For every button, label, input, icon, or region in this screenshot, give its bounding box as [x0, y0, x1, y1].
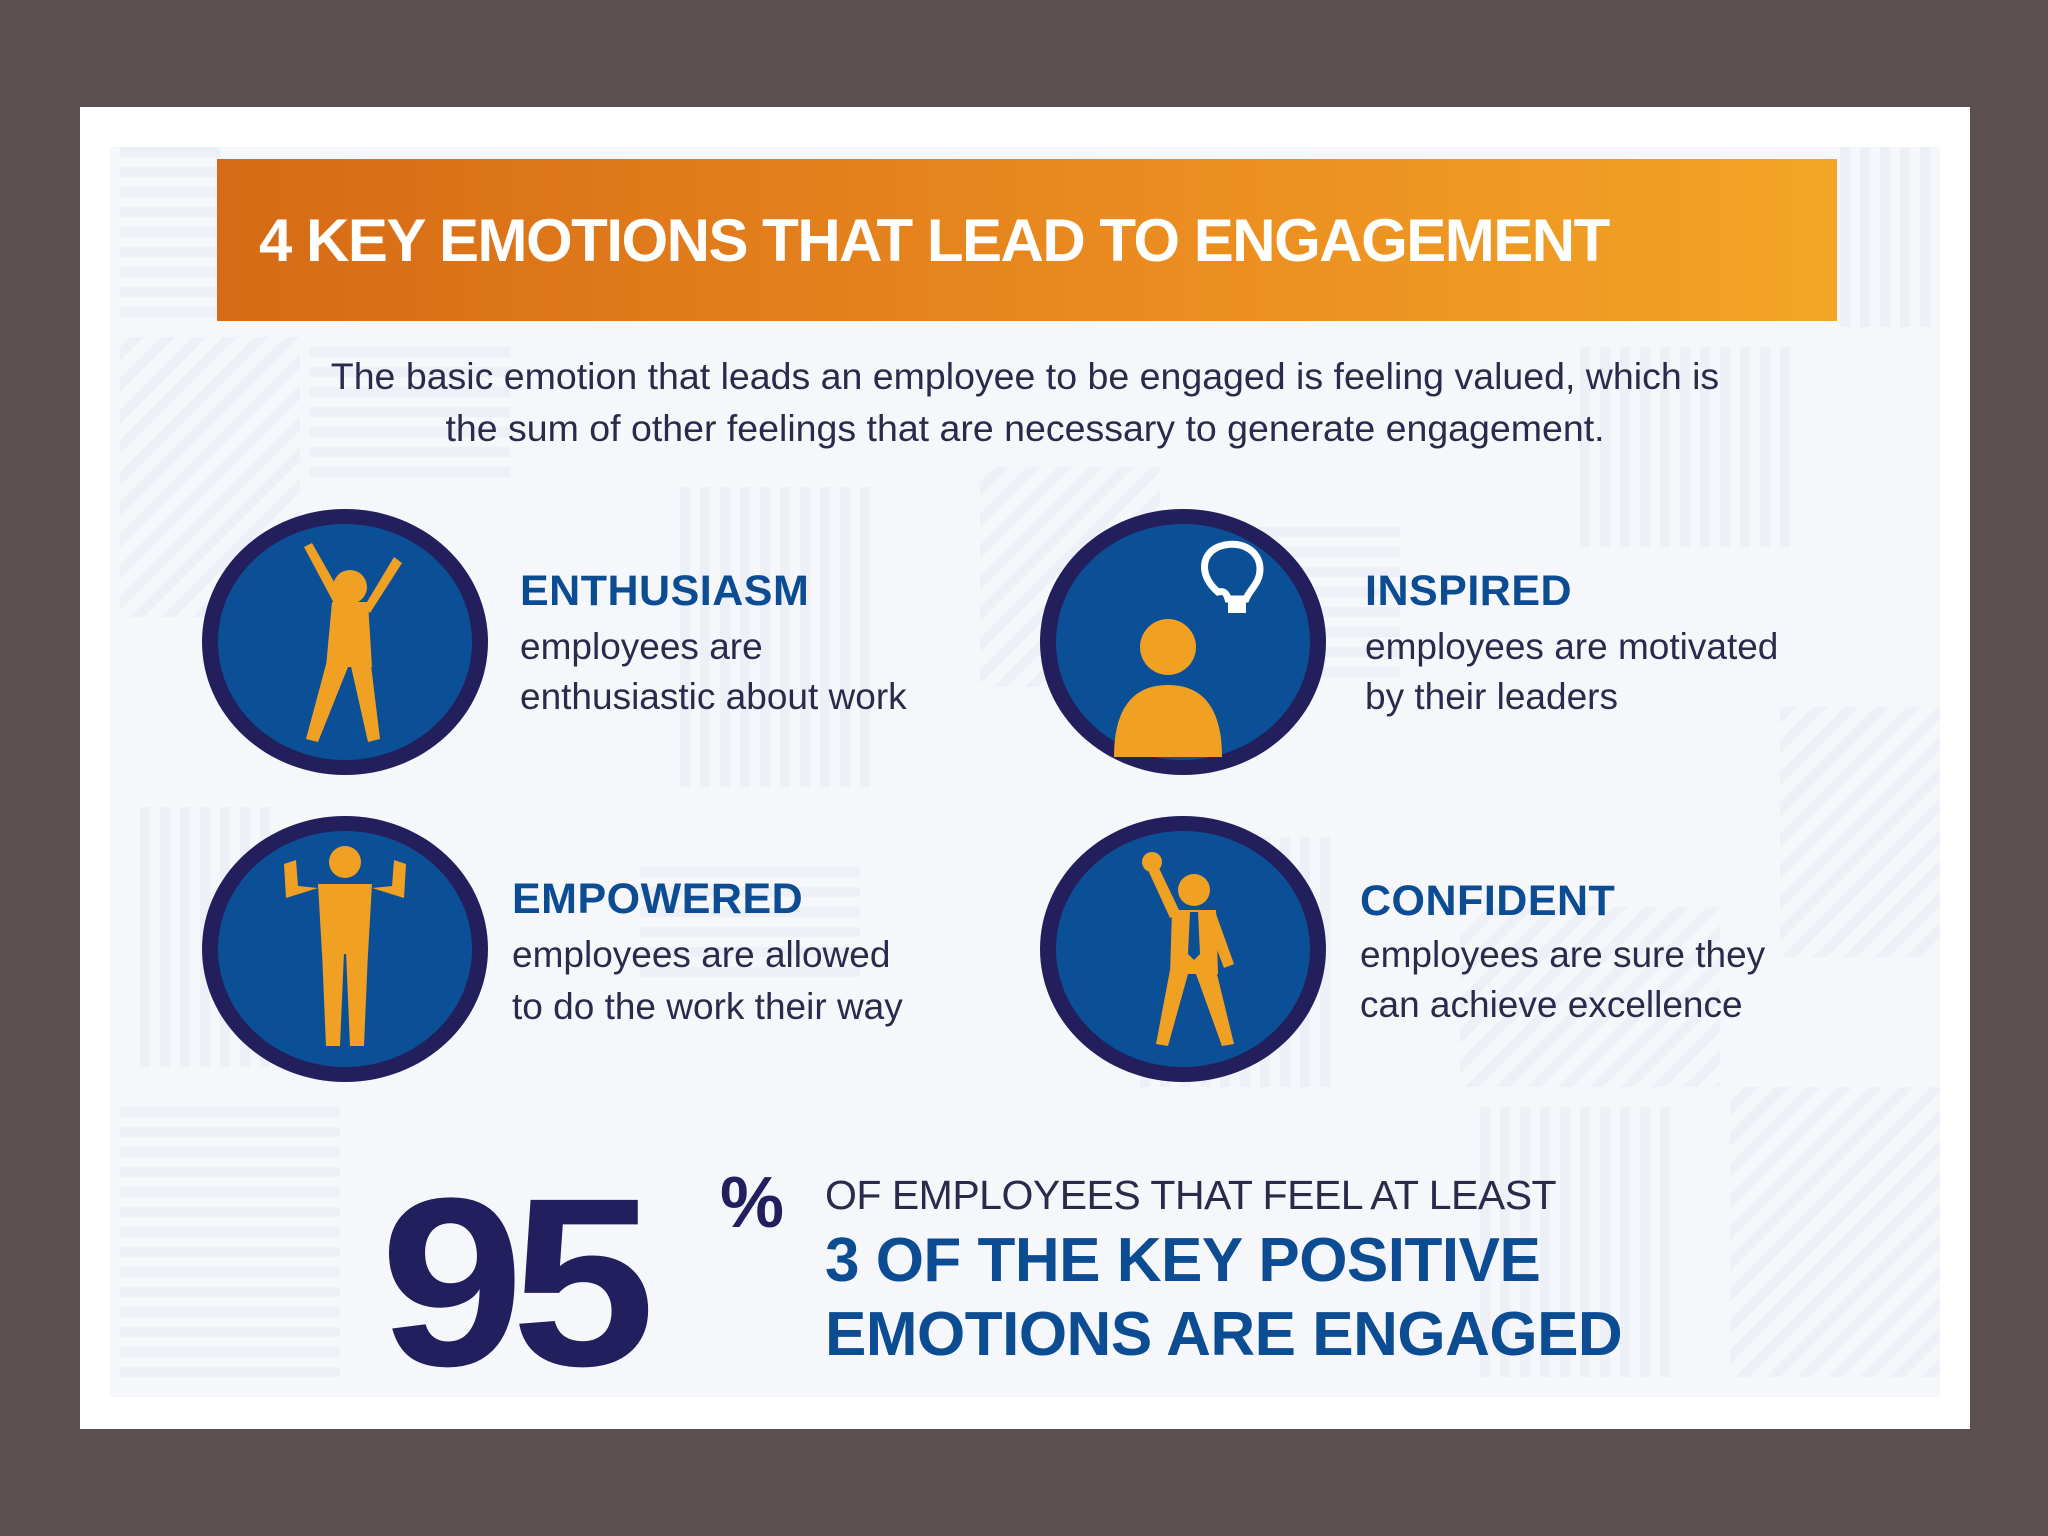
fist-raised-person-icon — [1040, 816, 1326, 1082]
emotion-desc-empowered-1: employees are allowed — [512, 934, 891, 975]
stat-caption-line-1: OF EMPLOYEES THAT FEEL AT LEAST — [825, 1172, 1557, 1218]
emotion-desc-enthusiasm-1: employees are — [520, 626, 763, 667]
emotion-desc-confident-1: employees are sure they — [1360, 934, 1766, 975]
stat-caption-line-3: EMOTIONS ARE ENGAGED — [825, 1300, 1623, 1369]
title-banner: 4 KEY EMOTIONS THAT LEAD TO ENGAGEMENT — [217, 159, 1837, 321]
flexing-person-icon — [202, 816, 488, 1082]
emotion-title-empowered: EMPOWERED — [512, 875, 804, 923]
emotion-title-enthusiasm: ENTHUSIASM — [520, 567, 810, 615]
intro-line-1: The basic emotion that leads an employee… — [330, 355, 1720, 397]
emotion-desc-inspired-1: employees are motivated — [1365, 626, 1779, 667]
infographic-card: 4 KEY EMOTIONS THAT LEAD TO ENGAGEMENT T… — [80, 107, 1970, 1429]
emotion-desc-confident-2: can achieve excellence — [1360, 984, 1743, 1025]
intro-text: The basic emotion that leads an employee… — [200, 350, 1850, 454]
jumping-person-icon — [202, 509, 488, 775]
emotion-desc-enthusiasm-2: enthusiastic about work — [520, 676, 907, 717]
background-pattern — [110, 147, 1940, 1397]
emotion-title-inspired: INSPIRED — [1365, 567, 1573, 615]
stat-percent-sign: % — [720, 1163, 785, 1243]
emotion-title-confident: CONFIDENT — [1360, 877, 1616, 925]
page-title: 4 KEY EMOTIONS THAT LEAD TO ENGAGEMENT — [259, 206, 1610, 274]
stat-number: 95 — [380, 1148, 655, 1416]
emotion-desc-empowered-2: to do the work their way — [512, 986, 903, 1027]
lightbulb-person-icon — [1040, 509, 1326, 775]
emotion-desc-inspired-2: by their leaders — [1365, 676, 1618, 717]
intro-line-2: the sum of other feelings that are neces… — [445, 407, 1605, 449]
stat-caption-line-2: 3 OF THE KEY POSITIVE — [825, 1226, 1541, 1295]
